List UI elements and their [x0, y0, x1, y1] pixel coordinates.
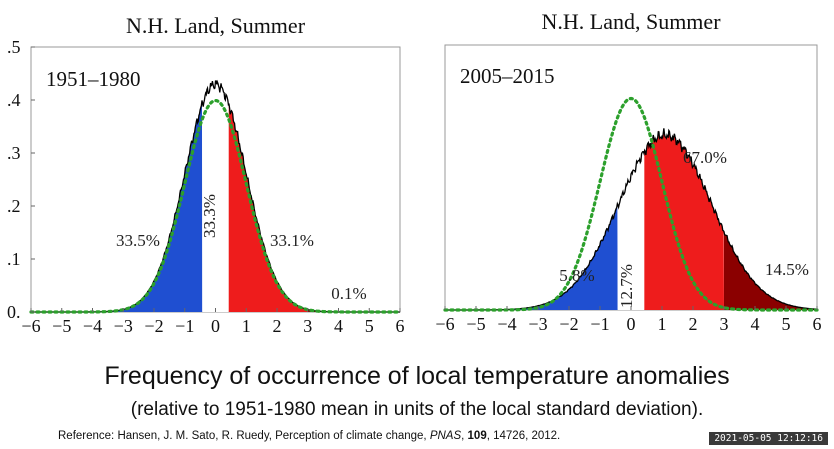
region-fill-0 [31, 100, 203, 312]
x-tick-label: −2 [559, 314, 578, 334]
reference-journal: PNAS [429, 430, 462, 442]
panel-1951-1980: −6 −5 −4 −3 −2 −1 0 1 2 3 4 5 6 .5 .4 .3 .2 .1 0. N.H. Land… [7, 13, 405, 336]
x-tick-label: −1 [590, 314, 609, 334]
percent-label: 5.8% [559, 266, 594, 285]
region-fill-2 [644, 129, 724, 310]
x-tick-label: 3 [720, 314, 729, 334]
x-tick-label: −6 [435, 314, 454, 334]
y-tick-label: .4 [7, 90, 21, 110]
x-tick-label: −4 [83, 316, 102, 336]
period-label: 2005–2015 [460, 64, 555, 88]
reference-pages-year: , 14726, 2012. [486, 430, 561, 442]
x-tick-label: 0 [211, 316, 220, 336]
figure-caption-subtitle: (relative to 1951-1980 mean in units of … [130, 399, 704, 420]
x-tick-label: 3 [303, 316, 312, 336]
region-fill-1 [617, 151, 645, 310]
percent-label: 14.5% [765, 260, 809, 279]
panel-title: N.H. Land, Summer [541, 9, 721, 34]
x-tick-label: −5 [52, 316, 71, 336]
x-tick-label: 2 [273, 316, 282, 336]
x-tick-label: −4 [497, 314, 516, 334]
reference-volume: 109 [467, 430, 487, 442]
percent-label: 67.0% [683, 148, 727, 167]
x-tick-label: 6 [396, 316, 405, 336]
reference-prefix: Reference: Hansen, J. M. Sato, R. Ruedy,… [58, 430, 430, 442]
y-tick-label: .5 [7, 37, 21, 57]
x-tick-label: −2 [144, 316, 163, 336]
panel-title: N.H. Land, Summer [126, 13, 306, 38]
x-tick-label: 4 [334, 316, 343, 336]
x-tick-label: 2 [689, 314, 698, 334]
percent-label: 0.1% [331, 284, 366, 303]
x-tick-label: 4 [751, 314, 760, 334]
x-tick-label: 1 [242, 316, 251, 336]
x-tick-label: 5 [782, 314, 791, 334]
x-tick-label: −5 [466, 314, 485, 334]
percent-label: 33.3% [200, 194, 219, 238]
figure-caption-title: Frequency of occurrence of local tempera… [104, 362, 730, 390]
timestamp-badge: 2021-05-05 12:12:16 [709, 432, 828, 445]
x-tick-label: −3 [114, 316, 133, 336]
percent-label: 33.1% [270, 231, 314, 250]
x-tick-label: 0 [627, 314, 636, 334]
x-tick-label: 1 [658, 314, 667, 334]
x-tick-label: 5 [365, 316, 374, 336]
reference-citation: Reference: Hansen, J. M. Sato, R. Ruedy,… [58, 430, 560, 442]
region-fill-1 [202, 79, 229, 312]
y-tick-label: .1 [7, 249, 21, 269]
y-tick-label: .3 [7, 143, 21, 163]
x-tick-label: 6 [813, 314, 822, 334]
reference-separator: , [461, 430, 468, 442]
region-fill-3 [724, 231, 817, 310]
panel-2005-2015: −6 −5 −4 −3 −2 −1 0 1 2 3 4 5 6 N.H. Land, Summer 2005… [435, 9, 821, 334]
percent-label: 12.7% [617, 264, 636, 308]
x-tick-label: −1 [175, 316, 194, 336]
x-tick-label: −3 [528, 314, 547, 334]
y-tick-label: .2 [7, 196, 21, 216]
y-tick-label: 0. [7, 302, 21, 322]
x-tick-label: −6 [21, 316, 40, 336]
region-fill-2 [228, 104, 308, 312]
percent-label: 33.5% [116, 231, 160, 250]
period-label: 1951–1980 [46, 67, 141, 91]
